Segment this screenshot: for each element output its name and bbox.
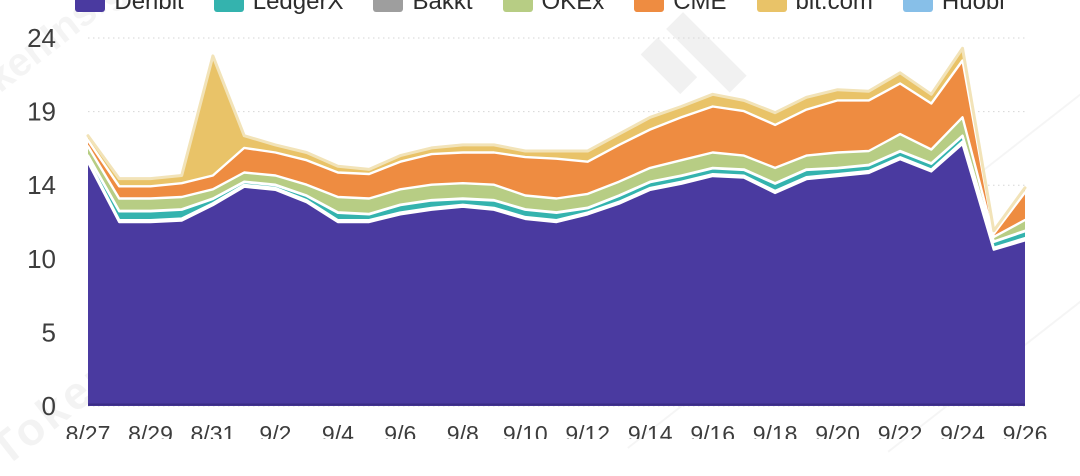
- band-separator: [86, 142, 1027, 251]
- legend-swatch: [756, 0, 787, 12]
- legend-swatch: [373, 0, 404, 12]
- x-tick-label: 8/29: [128, 421, 173, 439]
- x-tick-label: 9/16: [690, 421, 735, 439]
- legend-item-label: bit.com: [795, 0, 873, 15]
- y-tick-label: 14: [27, 170, 56, 200]
- y-tick-label: 19: [27, 97, 56, 127]
- band-separator: [86, 116, 1027, 239]
- x-tick-label: 9/24: [940, 421, 985, 439]
- x-tick-label: 8/31: [191, 421, 236, 439]
- area-cme: [88, 60, 1025, 237]
- y-tick-label: 24: [27, 23, 56, 53]
- legend-item-label: LedgerX: [252, 0, 344, 15]
- legend: Deribit LedgerX Bakkt OKEx CME bit.com Huobi: [0, 0, 1080, 15]
- legend-item-label: Deribit: [114, 0, 184, 15]
- y-tick-label: 0: [42, 391, 56, 421]
- x-tick-label: 9/22: [878, 421, 923, 439]
- stacked-area-chart: 0 5 10 14 19 24 8/27 8/29 8/31 9/2 9/4 9/6 9/8 9/10 9/…: [27, 23, 1048, 439]
- legend-swatch: [502, 0, 533, 12]
- legend-swatch: [213, 0, 244, 12]
- band-separator: [86, 134, 1027, 243]
- x-tick-label: 9/4: [322, 421, 354, 439]
- band-separator: [86, 59, 1027, 236]
- legend-item-okex[interactable]: OKEx: [502, 0, 605, 15]
- legend-swatch: [634, 0, 665, 12]
- x-tick-label: 9/6: [384, 421, 416, 439]
- legend-item-cme[interactable]: CME: [634, 0, 727, 15]
- legend-item-ledgerx[interactable]: LedgerX: [213, 0, 344, 15]
- x-tick-label: 9/26: [1003, 421, 1048, 439]
- legend-item-huobi[interactable]: Huobi: [902, 0, 1005, 15]
- x-tick-label: 9/8: [447, 421, 479, 439]
- legend-swatch: [75, 0, 106, 12]
- legend-item-label: Huobi: [941, 0, 1005, 15]
- band-separator: [86, 46, 1027, 233]
- legend-swatch: [902, 0, 933, 12]
- x-tick-label: 9/20: [815, 421, 860, 439]
- x-tick-label: 9/10: [503, 421, 548, 439]
- legend-item-label: CME: [673, 0, 727, 15]
- legend-item-bit-com[interactable]: bit.com: [756, 0, 873, 15]
- area-okex: [88, 117, 1025, 242]
- legend-item-bakkt[interactable]: Bakkt: [373, 0, 473, 15]
- x-tick-label: 9/14: [628, 421, 673, 439]
- y-tick-label: 10: [27, 244, 56, 274]
- x-tick-label: 9/18: [753, 421, 798, 439]
- x-tick-label: 9/2: [259, 421, 291, 439]
- legend-item-label: OKEx: [541, 0, 605, 15]
- band-separator: [86, 140, 1027, 250]
- area-deribit: [88, 143, 1025, 407]
- legend-item-label: Bakkt: [412, 0, 473, 15]
- x-tick-label: 8/27: [66, 421, 111, 439]
- x-tick-label: 9/12: [565, 421, 610, 439]
- y-tick-label: 5: [42, 317, 56, 347]
- legend-item-deribit[interactable]: Deribit: [75, 0, 184, 15]
